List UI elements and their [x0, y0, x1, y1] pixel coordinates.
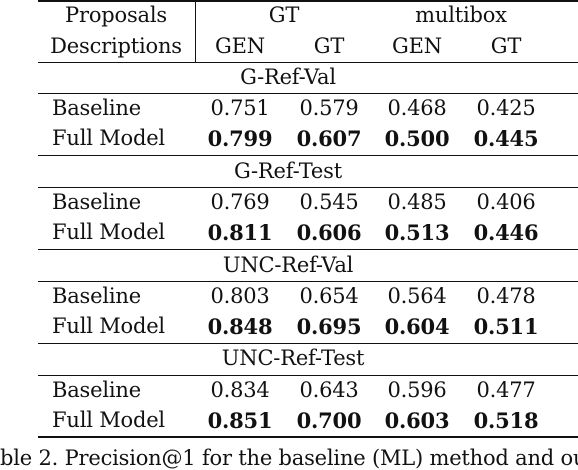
cell-value-best: 0.851: [207, 408, 273, 433]
cell-value: 0.485: [387, 190, 447, 214]
table-bottom-rule: [38, 436, 578, 438]
row-label: Baseline: [52, 378, 141, 402]
section-rule-4-top: [38, 343, 578, 344]
header-col-gt-gt: GT: [313, 34, 345, 58]
cell-value: 0.545: [299, 190, 359, 214]
cell-value-best: 0.603: [384, 408, 450, 433]
header-gt-group: GT: [268, 3, 300, 27]
cell-value-best: 0.500: [384, 126, 450, 151]
row-label: Full Model: [52, 220, 165, 244]
header-col-multibox-gen: GEN: [392, 34, 442, 58]
section-title: UNC-Ref-Val: [222, 253, 354, 277]
cell-value: 0.425: [476, 96, 536, 120]
cell-value-best: 0.513: [384, 220, 450, 245]
row-label: Full Model: [52, 408, 165, 432]
section-rule-1-bottom: [38, 93, 578, 94]
header-col-gt-gen: GEN: [215, 34, 265, 58]
cell-value: 0.654: [299, 284, 359, 308]
cell-value-best: 0.848: [207, 314, 273, 339]
section-rule-4-bottom: [38, 375, 578, 376]
cell-value-best: 0.446: [473, 220, 539, 245]
cell-value-best: 0.700: [296, 408, 362, 433]
cell-value: 0.478: [476, 284, 536, 308]
cell-value-best: 0.799: [207, 126, 273, 151]
cell-value-best: 0.606: [296, 220, 362, 245]
section-title: G-Ref-Val: [240, 65, 336, 89]
cell-value: 0.803: [210, 284, 270, 308]
cell-value: 0.406: [476, 190, 536, 214]
table-top-rule: [38, 0, 578, 2]
header-rule: [38, 62, 578, 63]
cell-value-best: 0.695: [296, 314, 362, 339]
cell-value: 0.477: [476, 378, 536, 402]
header-descriptions-label: Descriptions: [50, 34, 182, 58]
cell-value-best: 0.445: [473, 126, 539, 151]
cell-value: 0.643: [299, 378, 359, 402]
section-title: G-Ref-Test: [234, 159, 342, 183]
cell-value: 0.596: [387, 378, 447, 402]
cell-value: 0.579: [299, 96, 359, 120]
row-label: Baseline: [52, 190, 141, 214]
header-proposals-label: Proposals: [65, 3, 167, 27]
section-rule-2-bottom: [38, 187, 578, 188]
header-multibox-group: multibox: [415, 3, 507, 27]
section-rule-3-top: [38, 249, 578, 250]
cell-value: 0.751: [210, 96, 270, 120]
row-label: Full Model: [52, 126, 165, 150]
cell-value-best: 0.604: [384, 314, 450, 339]
section-rule-3-bottom: [38, 281, 578, 282]
cell-value: 0.834: [210, 378, 270, 402]
cell-value: 0.468: [387, 96, 447, 120]
cell-value-best: 0.811: [207, 220, 273, 245]
table-caption: ble 2. Precision@1 for the baseline (ML)…: [0, 446, 578, 470]
cell-value: 0.769: [210, 190, 270, 214]
cell-value-best: 0.518: [473, 408, 539, 433]
row-label: Full Model: [52, 314, 165, 338]
row-label: Baseline: [52, 284, 141, 308]
cell-value-best: 0.607: [296, 126, 362, 151]
header-col-multibox-gt: GT: [490, 34, 522, 58]
row-label: Baseline: [52, 96, 141, 120]
section-rule-2-top: [38, 155, 578, 156]
cell-value-best: 0.511: [473, 314, 539, 339]
header-column-divider: [195, 0, 196, 62]
cell-value: 0.564: [387, 284, 447, 308]
section-title: UNC-Ref-Test: [221, 346, 365, 370]
